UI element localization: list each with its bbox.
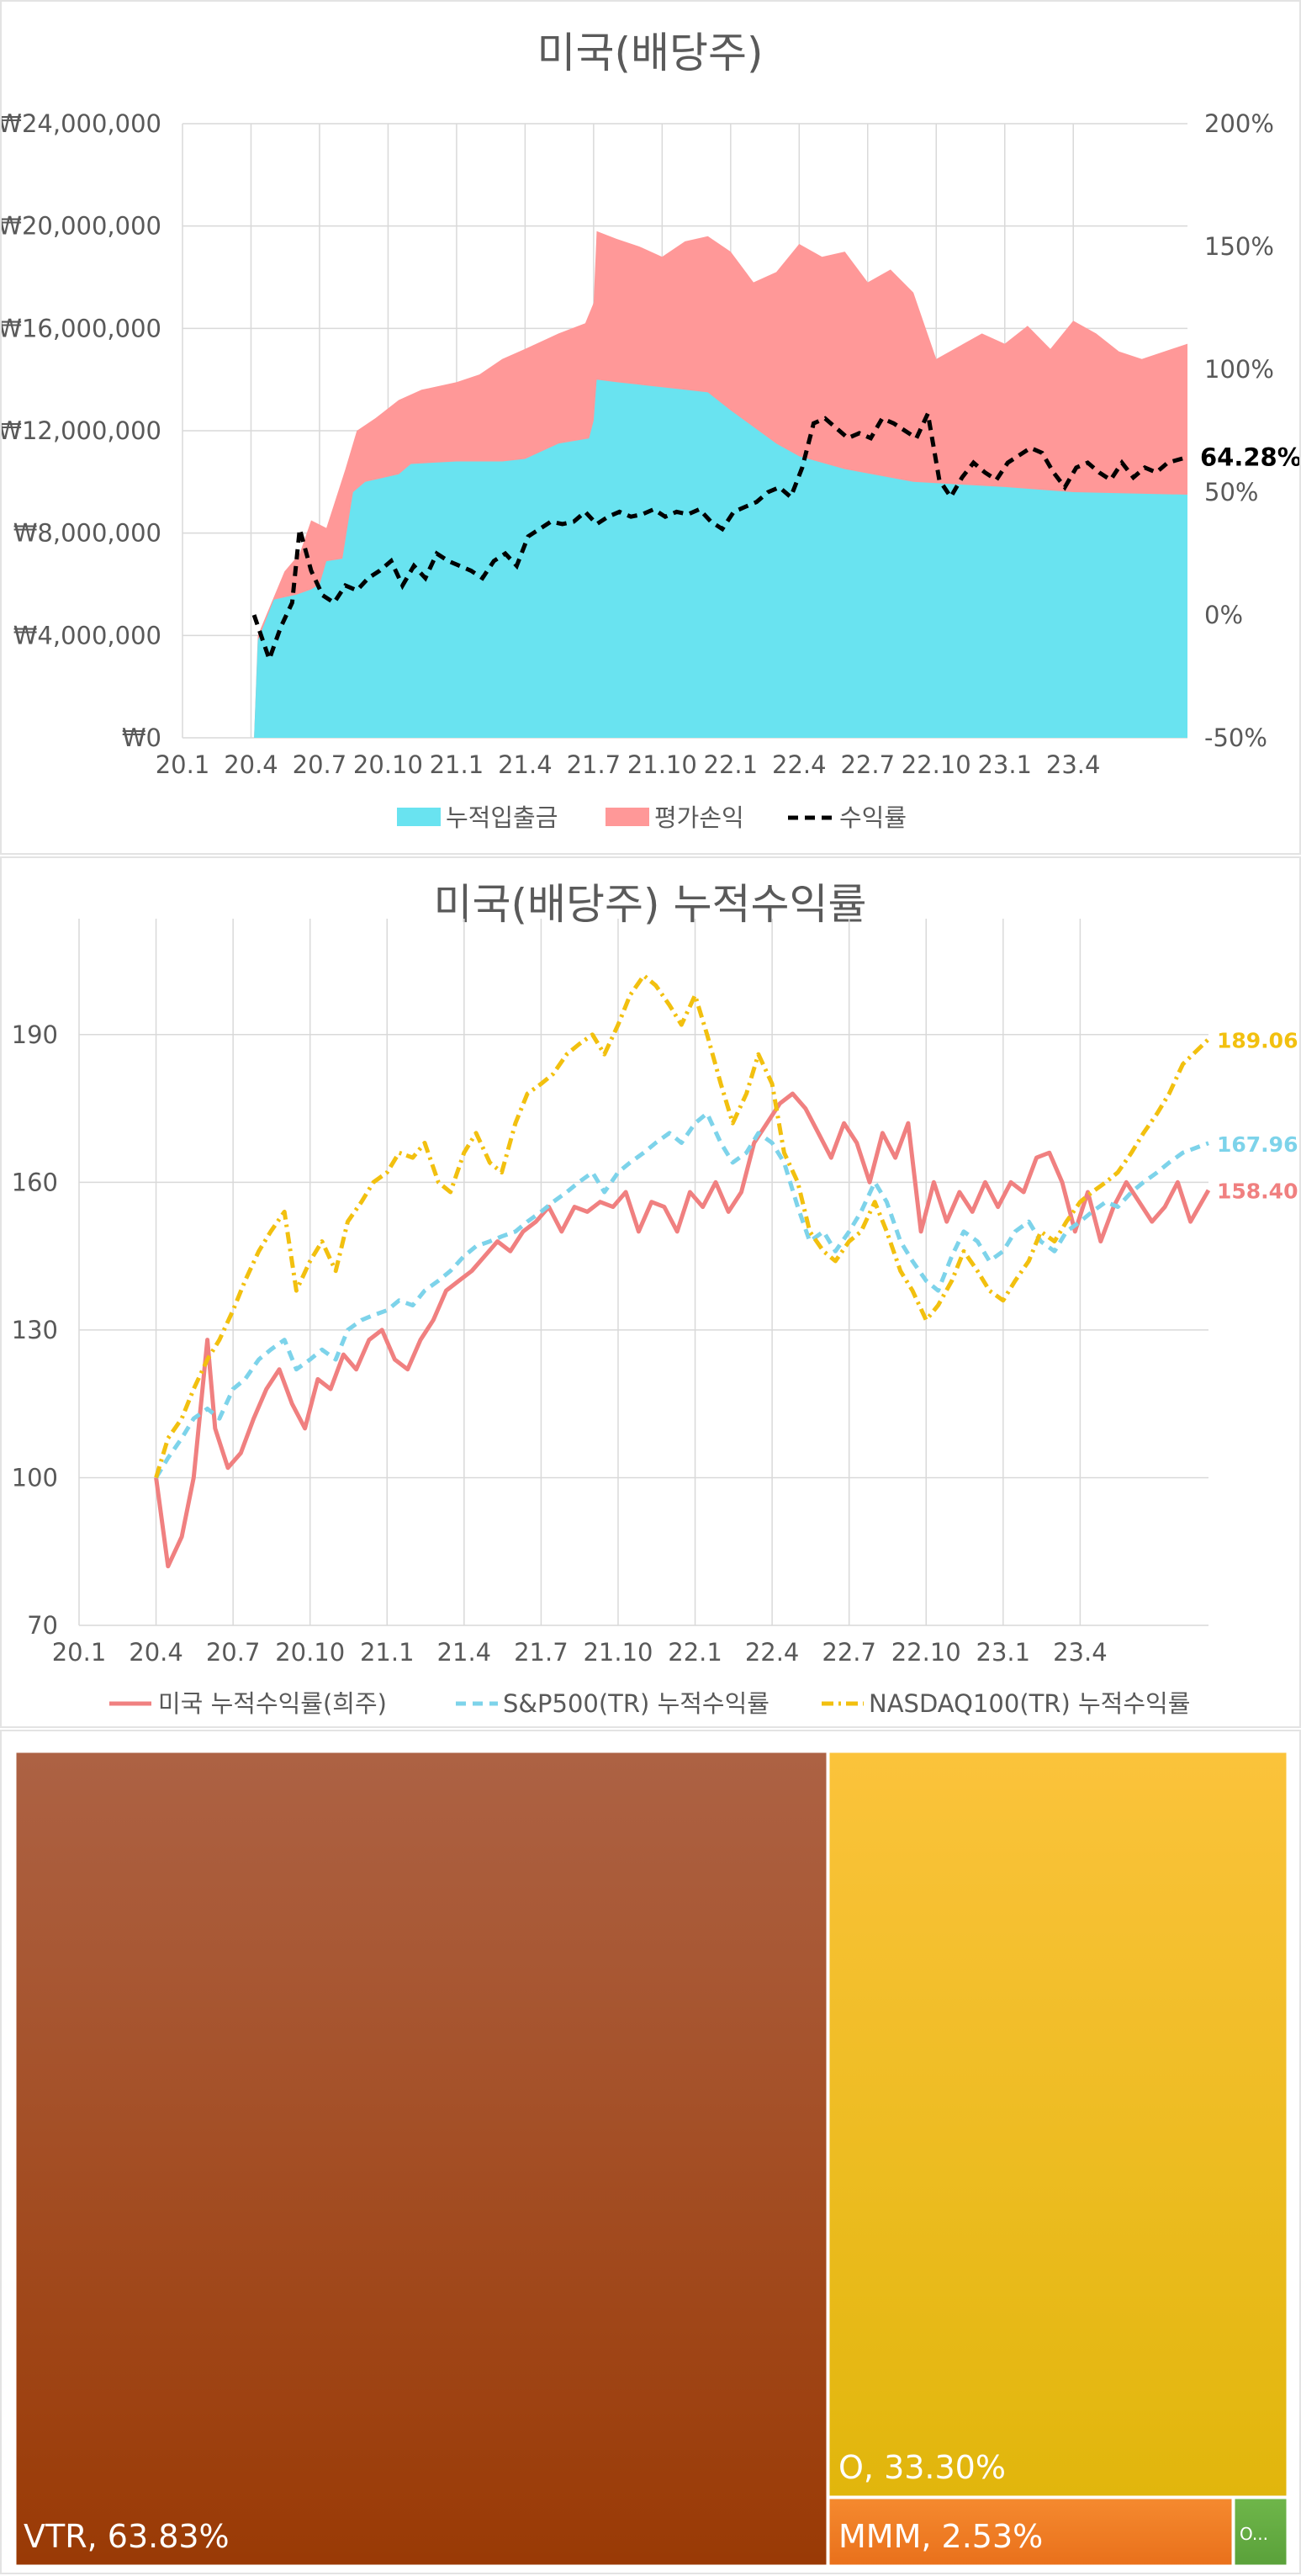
end-label-s-p500-tr: 167.96 <box>1217 1132 1298 1157</box>
x-tick-label: 21.4 <box>437 1638 492 1667</box>
x-tick-label: 21.10 <box>627 750 697 779</box>
holdings-treemap: VTR, 63.83% O, 33.30% MMM, 2.53% O... <box>13 1750 1289 2568</box>
legend-label-cumulative-deposit: 누적입출금 <box>446 803 558 832</box>
treemap-label-vtr: VTR, 63.83% <box>24 2518 230 2555</box>
y-left-tick-label: ₩20,000,000 <box>2 212 161 241</box>
end-label-nasdaq100-tr: 189.06 <box>1217 1028 1298 1052</box>
x-tick-label: 20.7 <box>293 750 347 779</box>
x-tick-label: 23.1 <box>976 1638 1031 1667</box>
x-tick-label: 23.4 <box>1046 750 1101 779</box>
y-left-tick-label: ₩4,000,000 <box>13 621 161 649</box>
y-left-tick-label: ₩8,000,000 <box>13 519 161 548</box>
chart-title: 미국(배당주) <box>537 29 763 77</box>
treemap-label-o: O, 33.30% <box>838 2449 1006 2486</box>
x-tick-label: 22.4 <box>772 750 827 779</box>
y-right-tick-label: 200% <box>1204 109 1274 138</box>
y-left-tick-label: ₩16,000,000 <box>2 314 161 342</box>
x-tick-label: 22.4 <box>745 1638 800 1667</box>
y-right-tick-label: 150% <box>1204 232 1274 261</box>
line-s-p500-tr <box>154 1110 1209 1479</box>
x-tick-label: 20.4 <box>129 1638 183 1667</box>
treemap-label-other: O... <box>1240 2524 1268 2544</box>
x-tick-label: 23.1 <box>977 750 1032 779</box>
x-tick-label: 22.1 <box>704 750 759 779</box>
x-tick-label: 22.1 <box>668 1638 722 1667</box>
y-tick-label: 70 <box>27 1611 58 1640</box>
y-left-tick-label: ₩12,000,000 <box>2 416 161 445</box>
x-tick-label: 21.7 <box>567 750 621 779</box>
y-right-tick-label: -50% <box>1204 724 1267 752</box>
chart-panel-cumulative-return: 미국(배당주) 누적수익률 70 100 130 160 190 20.1 20.4 20.… <box>0 856 1301 1728</box>
y-right-tick-label: 100% <box>1204 355 1274 384</box>
line-nasdaq100-tr <box>154 973 1210 1479</box>
chart-panel-portfolio: 미국(배당주) ₩0 ₩4,000,000 ₩8,000,000 ₩12,000,00… <box>0 0 1301 855</box>
treemap-tile-other <box>1232 2496 1289 2568</box>
legend-label-sp500: S&P500(TR) 누적수익률 <box>503 1689 769 1718</box>
treemap-panel: VTR, 63.83% O, 33.30% MMM, 2.53% O... <box>0 1730 1301 2574</box>
y-tick-label: 130 <box>12 1316 58 1344</box>
x-tick-label: 20.1 <box>156 750 210 779</box>
y-right-tick-label: 0% <box>1204 601 1243 629</box>
legend-label-my-return: 미국 누적수익률(희주) <box>158 1689 387 1718</box>
x-tick-label: 21.4 <box>498 750 553 779</box>
x-tick-label: 23.4 <box>1053 1638 1108 1667</box>
treemap-label-mmm: MMM, 2.53% <box>838 2518 1043 2555</box>
x-tick-label: 21.1 <box>430 750 484 779</box>
line-return <box>251 406 1188 666</box>
legend-swatch-cumulative-deposit <box>397 808 441 826</box>
legend-swatch-valuation-gain <box>606 808 649 826</box>
end-label-series: 158.40 <box>1217 1179 1298 1204</box>
x-tick-label: 22.10 <box>891 1638 961 1667</box>
treemap-tile-o <box>827 1750 1289 2499</box>
y-right-tick-label: 50% <box>1204 478 1258 506</box>
x-tick-label: 20.10 <box>353 750 423 779</box>
cumulative-return-chart: 미국(배당주) 누적수익률 70 100 130 160 190 20.1 20.4 20.… <box>12 880 1298 1718</box>
y-tick-label: 160 <box>12 1168 58 1196</box>
x-tick-label: 21.10 <box>583 1638 653 1667</box>
legend: 미국 누적수익률(희주) S&P500(TR) 누적수익률 NASDAQ100(… <box>109 1689 1190 1718</box>
portfolio-chart: 미국(배당주) ₩0 ₩4,000,000 ₩8,000,000 ₩12,000,00… <box>0 29 1301 832</box>
legend: 누적입출금 평가손익 수익률 <box>397 803 907 832</box>
treemap-tile-vtr <box>13 1750 829 2568</box>
x-tick-label: 21.7 <box>514 1638 569 1667</box>
chart-title: 미국(배당주) 누적수익률 <box>434 880 867 929</box>
area-cumulative-deposit <box>254 379 1187 738</box>
legend-label-valuation-gain: 평가손익 <box>654 803 744 832</box>
x-tick-label: 22.7 <box>822 1638 876 1667</box>
x-tick-label: 21.1 <box>360 1638 415 1667</box>
x-tick-label: 20.4 <box>224 750 278 779</box>
return-end-label: 64.28% <box>1200 443 1299 471</box>
line-series <box>154 1091 1211 1569</box>
x-tick-label: 22.7 <box>840 750 895 779</box>
y-tick-label: 100 <box>12 1463 58 1492</box>
x-tick-label: 20.1 <box>52 1638 107 1667</box>
legend-label-return: 수익률 <box>839 803 907 832</box>
x-tick-label: 20.10 <box>275 1638 345 1667</box>
legend-label-nasdaq100: NASDAQ100(TR) 누적수익률 <box>869 1689 1190 1718</box>
y-left-tick-label: ₩24,000,000 <box>2 109 161 138</box>
y-left-tick-label: ₩0 <box>122 724 161 752</box>
x-tick-label: 22.10 <box>902 750 971 779</box>
y-tick-label: 190 <box>12 1020 58 1049</box>
x-tick-label: 20.7 <box>206 1638 261 1667</box>
treemap-tile-mmm <box>827 2496 1235 2568</box>
